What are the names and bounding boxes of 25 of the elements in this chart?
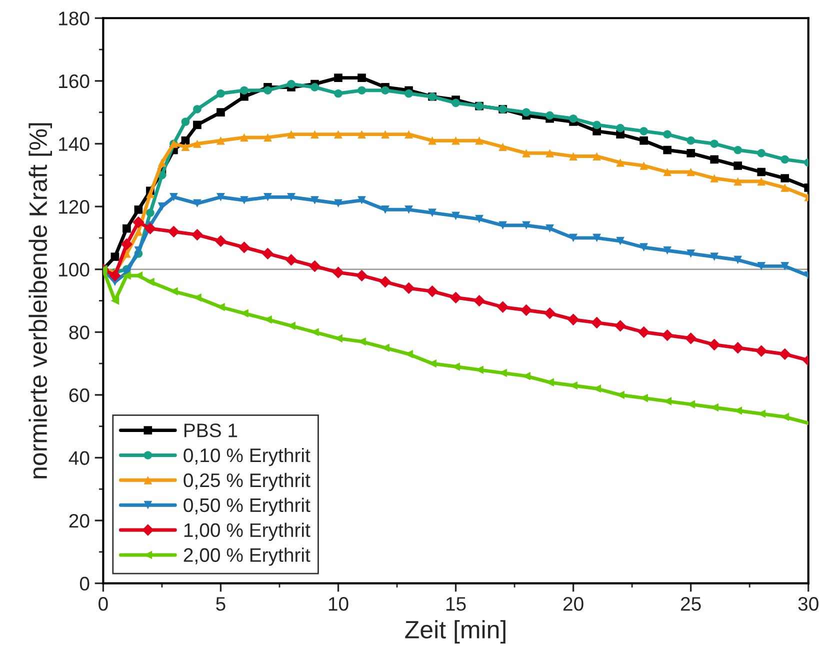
y-tick-label: 60 [69, 388, 90, 402]
x-tick-label: 30 [798, 597, 818, 611]
x-tick-label: 0 [98, 597, 108, 611]
legend-label: 0,50 % Erythrit [184, 498, 310, 516]
y-tick-label: 20 [69, 514, 90, 528]
y-tick-label: 80 [69, 326, 90, 340]
x-tick-label: 15 [446, 597, 466, 611]
y-tick-label: 100 [59, 262, 90, 277]
legend-label: 0,25 % Erythrit [184, 472, 310, 491]
legend-label: 2,00 % Erythrit [184, 548, 310, 566]
x-axis-title: Zeit [min] [405, 620, 506, 644]
x-tick-label: 25 [680, 597, 701, 611]
y-tick-label: 160 [59, 74, 90, 88]
y-tick-label: 180 [59, 12, 90, 26]
x-tick-label: 5 [216, 597, 226, 611]
y-tick-label: 0 [80, 576, 90, 591]
y-tick-label: 40 [68, 451, 90, 465]
x-tick-label: 10 [328, 597, 348, 611]
legend-label: 0,10 % Erythrit [184, 448, 310, 466]
y-axis-title: normierte verbleibende Kraft [%] [28, 123, 52, 478]
y-tick-label: 120 [59, 200, 90, 214]
legend-label: PBS 1 [184, 424, 238, 438]
x-tick-label: 20 [563, 597, 584, 611]
y-tick-label: 140 [59, 137, 90, 151]
legend-label: 1,00 % Erythrit [184, 522, 310, 541]
